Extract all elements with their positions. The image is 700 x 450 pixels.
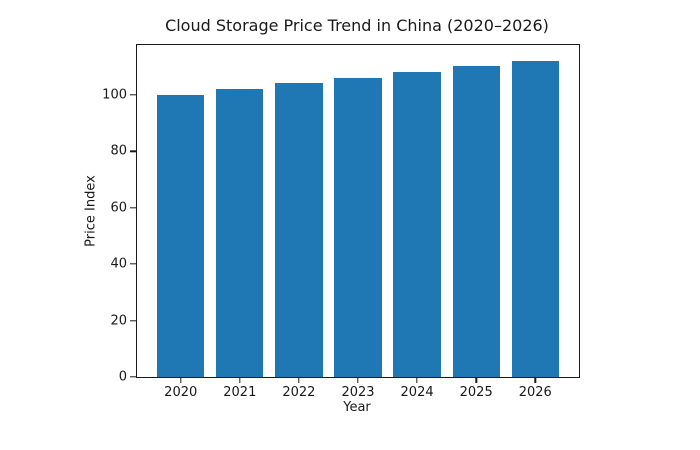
x-axis-label: Year	[343, 400, 371, 415]
x-tick-label: 2026	[518, 385, 552, 400]
y-tick-label: 60	[110, 200, 127, 216]
y-tick	[130, 376, 136, 378]
y-tick-label: 20	[110, 313, 127, 329]
y-tick-label: 100	[102, 87, 127, 103]
x-tick	[357, 377, 359, 383]
x-tick-label: 2021	[223, 385, 257, 400]
y-tick-label: 80	[110, 143, 127, 159]
bar-2025	[452, 66, 500, 377]
y-tick	[130, 206, 136, 209]
x-tick	[416, 377, 418, 383]
x-tick-label: 2024	[400, 385, 434, 400]
bar-2024	[393, 72, 441, 377]
x-tick	[298, 377, 300, 383]
x-tick-label: 2020	[164, 385, 198, 400]
plot-area: 2020 2021 2022 2023 2024 2025 2026 0 20 40 60 80 100	[102, 44, 580, 399]
x-tick	[180, 377, 182, 383]
y-tick-label: 40	[110, 256, 127, 272]
bar-2026	[511, 60, 559, 377]
y-tick	[130, 319, 136, 322]
x-tick	[475, 377, 477, 383]
y-tick-label: 0	[118, 369, 127, 385]
x-tick-label: 2022	[282, 385, 316, 400]
y-axis-label: Price Index	[83, 175, 99, 247]
x-tick-label: 2025	[459, 385, 493, 400]
x-tick	[534, 377, 536, 383]
bar-2020	[157, 94, 205, 377]
y-tick	[130, 93, 136, 96]
y-tick	[130, 263, 136, 265]
x-tick	[239, 377, 241, 383]
bar-2021	[216, 89, 264, 377]
chart-title: Cloud Storage Price Trend in China (2020…	[165, 16, 549, 35]
x-tick-label: 2023	[341, 385, 375, 400]
bar-2022	[275, 83, 323, 377]
bar-2023	[334, 77, 382, 377]
y-tick	[130, 150, 136, 152]
